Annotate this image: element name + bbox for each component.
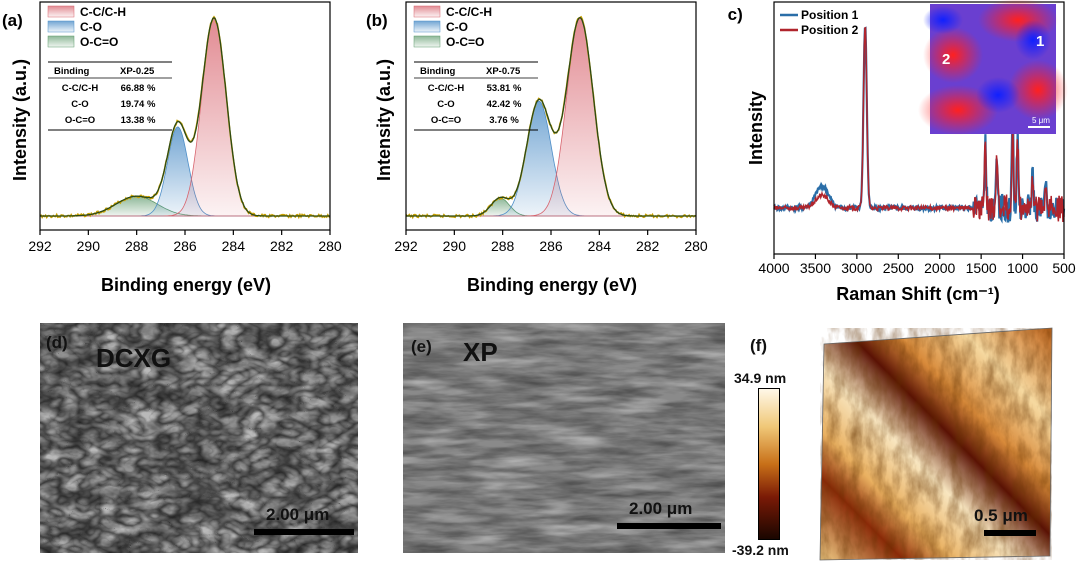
x-axis-title-b: Binding energy (eV) bbox=[467, 275, 637, 295]
x-tick-label: 2500 bbox=[883, 260, 914, 276]
table-cell: C-C/C-H bbox=[428, 83, 465, 94]
afm-min-label: -39.2 nm bbox=[732, 542, 789, 558]
legend-swatch-o-c-o bbox=[413, 35, 441, 48]
table-cell: C-C/C-H bbox=[62, 83, 99, 94]
xps-chart-a: (a) Intensity (a.u.) Binding energy (eV)… bbox=[2, 1, 342, 295]
x-axis-title-c: Raman Shift (cm⁻¹) bbox=[836, 284, 1000, 304]
envelope-fit-a bbox=[40, 16, 330, 217]
envelope-fit-b bbox=[406, 16, 696, 217]
x-tick-label: 288 bbox=[125, 238, 149, 254]
table-cell: C-O bbox=[71, 99, 88, 110]
sem-image-e: (e) XP 2.00 μm bbox=[403, 323, 725, 553]
x-tick-label: 282 bbox=[270, 238, 294, 254]
table-cell: 13.38 % bbox=[121, 115, 156, 126]
legend-swatch-o-c-o bbox=[47, 35, 75, 48]
legend-a: C-C/C-HC-OO-C=O bbox=[47, 5, 126, 49]
table-cell: O-C=O bbox=[65, 115, 95, 126]
sem-panel-label-d: (d) bbox=[46, 333, 68, 352]
legend-label: O-C=O bbox=[80, 35, 118, 49]
afm-scalebar bbox=[984, 530, 1036, 536]
table-cell: 19.74 % bbox=[121, 99, 156, 110]
x-tick-label: 292 bbox=[28, 238, 52, 254]
table-cell: 42.42 % bbox=[487, 99, 522, 110]
sem-title-e: XP bbox=[463, 337, 498, 367]
y-axis-title-b: Intensity (a.u.) bbox=[374, 59, 394, 181]
table-a: Binding XP-0.25 C-C/C-H 66.88 % C-O 19.74 % O-… bbox=[48, 61, 172, 131]
legend-label-position-2: Position 2 bbox=[801, 23, 859, 37]
x-tick-label: 280 bbox=[684, 238, 708, 254]
scalebar-e bbox=[617, 523, 721, 529]
x-tick-label: 1500 bbox=[966, 260, 997, 276]
table-header: Binding bbox=[54, 66, 90, 77]
x-tick-label: 2000 bbox=[924, 260, 955, 276]
table-header: XP-0.75 bbox=[486, 66, 521, 77]
inset-marker-1: 1 bbox=[1036, 33, 1044, 50]
y-axis-title-c: Intensity bbox=[746, 91, 766, 165]
x-tick-label: 3500 bbox=[800, 260, 831, 276]
afm-colorbar bbox=[758, 388, 780, 540]
legend-swatch-c-c-c-h bbox=[47, 5, 75, 18]
legend-label: C-C/C-H bbox=[446, 5, 492, 19]
x-tick-label: 284 bbox=[222, 238, 246, 254]
legend-label: O-C=O bbox=[446, 35, 484, 49]
table-b: Binding XP-0.75 C-C/C-H 53.81 % C-O 42.42 % O-… bbox=[414, 61, 538, 131]
x-tick-label: 280 bbox=[318, 238, 342, 254]
x-tick-label: 290 bbox=[77, 238, 101, 254]
x-tick-label: 292 bbox=[394, 238, 418, 254]
table-cell: C-O bbox=[437, 99, 454, 110]
table-header: Binding bbox=[420, 66, 456, 77]
afm-max-label: 34.9 nm bbox=[734, 370, 787, 386]
raman-chart-c: (c) Intensity Raman Shift (cm⁻¹) 4000 350… bbox=[728, 0, 1076, 304]
legend-c: Position 1 Position 2 bbox=[780, 8, 859, 37]
afm-panel-f: (f) 34.9 nm -39.2 nm 0.5 μm bbox=[732, 320, 1078, 569]
xps-chart-b: (b) Intensity (a.u.) Binding energy (eV)… bbox=[366, 1, 708, 295]
x-tick-label: 1000 bbox=[1007, 260, 1038, 276]
x-tick-label: 4000 bbox=[758, 260, 789, 276]
legend-b: C-C/C-HC-OO-C=O bbox=[413, 5, 492, 49]
table-header: XP-0.25 bbox=[120, 66, 155, 77]
legend-label: C-C/C-H bbox=[80, 5, 126, 19]
scalebar-d bbox=[254, 529, 354, 535]
table-cell: 53.81 % bbox=[487, 83, 522, 94]
x-tick-label: 290 bbox=[443, 238, 467, 254]
table-cell: 66.88 % bbox=[121, 83, 156, 94]
panel-label-c: (c) bbox=[728, 5, 743, 24]
x-tick-label: 286 bbox=[173, 238, 197, 254]
afm-panel-label: (f) bbox=[750, 336, 767, 355]
raman-line-position-2 bbox=[773, 26, 1065, 223]
raman-map-inset: 1 2 5 μm bbox=[918, 0, 1068, 135]
sem-title-d: DCXG bbox=[96, 343, 172, 373]
scale-label-d: 2.00 μm bbox=[266, 505, 330, 524]
scale-label-e: 2.00 μm bbox=[629, 499, 693, 518]
legend-swatch-c-c-c-h bbox=[413, 5, 441, 18]
plot-frame-c bbox=[773, 1, 1065, 255]
legend-swatch-c-o bbox=[47, 20, 75, 33]
afm-image bbox=[819, 327, 1053, 561]
legend-swatch-c-o bbox=[413, 20, 441, 33]
legend-label: C-O bbox=[80, 20, 102, 34]
table-cell: 3.76 % bbox=[489, 115, 519, 126]
table-cell: O-C=O bbox=[431, 115, 461, 126]
panel-label-a: (a) bbox=[2, 11, 23, 30]
inset-scale-label: 5 μm bbox=[1032, 116, 1050, 125]
x-axis-title-a: Binding energy (eV) bbox=[101, 275, 271, 295]
legend-label-position-1: Position 1 bbox=[801, 8, 859, 22]
x-tick-label: 282 bbox=[636, 238, 660, 254]
afm-scale-label: 0.5 μm bbox=[974, 506, 1028, 525]
sem-image-d: (d) DCXG 2.00 μm bbox=[40, 323, 358, 553]
inset-marker-2: 2 bbox=[942, 51, 950, 68]
sem-panel-label-e: (e) bbox=[411, 337, 432, 356]
x-tick-label: 286 bbox=[539, 238, 563, 254]
x-tick-label: 3000 bbox=[841, 260, 872, 276]
sem-texture-d bbox=[40, 323, 358, 553]
x-tick-label: 284 bbox=[588, 238, 612, 254]
x-tick-label: 288 bbox=[491, 238, 515, 254]
legend-label: C-O bbox=[446, 20, 468, 34]
y-axis-title-a: Intensity (a.u.) bbox=[10, 59, 30, 181]
sem-texture-e bbox=[403, 323, 725, 553]
x-tick-label: 500 bbox=[1052, 260, 1076, 276]
panel-label-b: (b) bbox=[366, 11, 388, 30]
